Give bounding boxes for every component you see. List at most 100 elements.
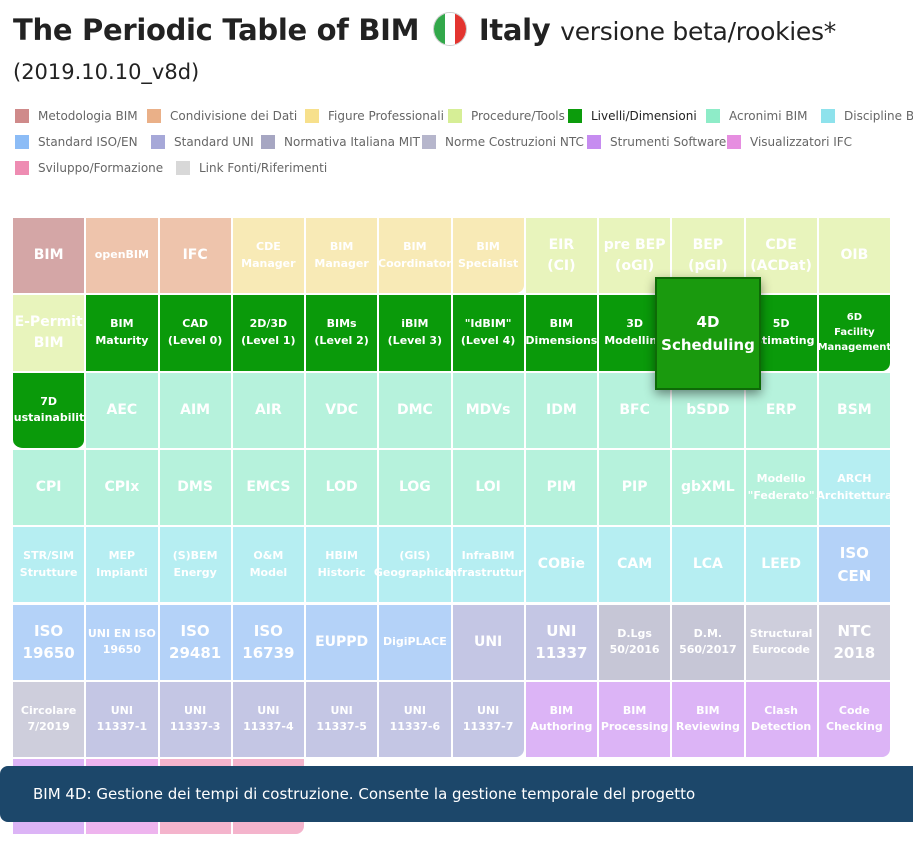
cell-label: UNI EN ISO 19650 xyxy=(87,626,156,657)
table-cell[interactable]: (S)BEM Energy xyxy=(159,527,233,605)
legend-item[interactable]: Metodologia BIM xyxy=(15,108,138,124)
table-cell[interactable]: UNI 11337-1 xyxy=(86,681,160,760)
legend-label: Sviluppo/Formazione xyxy=(38,161,164,175)
table-cell[interactable]: 2D/3D (Level 1) xyxy=(232,295,306,373)
table-cell[interactable]: (GIS) Geographical xyxy=(374,527,456,605)
table-cell[interactable]: ISO 19650 xyxy=(13,604,87,682)
table-cell[interactable]: OIB xyxy=(818,218,892,296)
table-cell[interactable]: gbXML xyxy=(672,449,746,528)
table-cell[interactable]: CDE Manager xyxy=(232,218,306,296)
table-cell[interactable]: DMC xyxy=(379,372,453,450)
table-cell[interactable]: 6D Facility Management xyxy=(817,295,892,373)
table-cell[interactable]: CPI xyxy=(13,449,87,528)
table-cell[interactable]: InfraBIM Infrastrutture xyxy=(445,527,531,605)
table-cell[interactable]: MEP Impianti xyxy=(86,527,160,605)
table-cell[interactable]: UNI EN ISO 19650 xyxy=(86,604,160,682)
table-cell[interactable]: IFC xyxy=(159,218,233,296)
table-cell[interactable]: BIM Reviewing xyxy=(672,681,746,760)
cell-label: 6D Facility Management xyxy=(817,312,892,354)
table-cell[interactable]: ISO 16739 xyxy=(232,604,306,682)
legend-item[interactable]: Figure Professionali xyxy=(305,108,444,124)
table-cell[interactable]: COBie xyxy=(525,527,599,605)
table-cell[interactable]: UNI 11337 xyxy=(525,604,599,682)
table-cell[interactable]: BIMs (Level 2) xyxy=(306,295,380,373)
legend-item[interactable]: Livelli/Dimensioni xyxy=(568,108,697,124)
table-cell[interactable]: CAD (Level 0) xyxy=(159,295,233,373)
table-cell[interactable]: UNI 11337-7 xyxy=(452,681,526,760)
table-cell[interactable]: BIM Processing xyxy=(599,681,673,760)
table-cell[interactable]: "IdBIM" (Level 4) xyxy=(452,295,526,373)
table-cell[interactable]: LOG xyxy=(379,449,453,528)
legend-item[interactable]: Discipline BIM xyxy=(821,108,913,124)
table-cell[interactable]: O&M Model xyxy=(232,527,306,605)
table-cell[interactable]: MDVs xyxy=(452,372,526,450)
legend-swatch xyxy=(706,109,720,123)
table-cell[interactable]: LOD xyxy=(306,449,380,528)
table-cell[interactable]: EIR (CI) xyxy=(525,218,599,296)
table-cell[interactable]: BIM Authoring xyxy=(525,681,599,760)
table-cell[interactable]: UNI 11337-6 xyxy=(379,681,453,760)
table-cell[interactable]: UNI 11337-5 xyxy=(306,681,380,760)
table-cell[interactable]: BSM xyxy=(818,372,892,450)
table-cell[interactable]: Code Checking xyxy=(818,681,892,760)
table-cell[interactable]: IDM xyxy=(525,372,599,450)
table-cell[interactable]: BIM Dimensions xyxy=(525,295,599,373)
table-cell[interactable]: VDC xyxy=(306,372,380,450)
table-cell[interactable]: DMS xyxy=(159,449,233,528)
table-cell[interactable]: AEC xyxy=(86,372,160,450)
legend-item[interactable]: Strumenti Software xyxy=(587,134,726,150)
legend-item[interactable]: Standard ISO/EN xyxy=(15,134,138,150)
legend-item[interactable]: Normativa Italiana MIT xyxy=(261,134,420,150)
table-cell[interactable]: EUPPD xyxy=(306,604,380,682)
table-cell[interactable]: LEED xyxy=(745,527,819,605)
table-cell[interactable]: BIM Specialist xyxy=(452,218,526,296)
popup-4d-scheduling[interactable]: 4D Scheduling xyxy=(655,277,761,390)
table-cell[interactable]: STR/SIM Strutture xyxy=(13,527,87,605)
legend-item[interactable]: Visualizzatori IFC xyxy=(727,134,852,150)
legend-item[interactable]: Standard UNI xyxy=(151,134,254,150)
table-cell[interactable]: Modello "Federato" xyxy=(745,449,819,528)
table-cell[interactable]: Circolare 7/2019 xyxy=(13,681,87,760)
table-cell[interactable]: UNI xyxy=(452,604,526,682)
table-cell[interactable]: BIM Coordinator xyxy=(378,218,453,296)
table-cell[interactable]: E-Permit BIM xyxy=(13,295,87,373)
table-cell[interactable]: LOI xyxy=(452,449,526,528)
table-cell[interactable]: Structural Eurocode xyxy=(745,604,819,682)
table-cell[interactable]: NTC 2018 xyxy=(818,604,892,682)
table-cell[interactable]: AIM xyxy=(159,372,233,450)
table-cell[interactable]: AIR xyxy=(232,372,306,450)
legend-swatch xyxy=(821,109,835,123)
table-cell[interactable]: D.Lgs 50/2016 xyxy=(599,604,673,682)
table-cell[interactable]: DigiPLACE xyxy=(379,604,453,682)
table-cell[interactable]: 7D Sustainability xyxy=(6,372,91,450)
cell-label: DMS xyxy=(177,479,213,496)
table-cell[interactable]: ISO CEN xyxy=(818,527,892,605)
table-cell[interactable]: Clash Detection xyxy=(745,681,819,760)
table-cell[interactable]: D.M. 560/2017 xyxy=(672,604,746,682)
table-cell[interactable]: ISO 29481 xyxy=(159,604,233,682)
cell-label: UNI 11337 xyxy=(535,621,588,663)
table-cell[interactable]: BIM Manager xyxy=(306,218,380,296)
legend-item[interactable]: Norme Costruzioni NTC xyxy=(422,134,584,150)
cell-label: LOD xyxy=(325,479,358,496)
legend-item[interactable]: Sviluppo/Formazione xyxy=(15,160,163,176)
legend-item[interactable]: Condivisione dei Dati xyxy=(147,108,297,124)
table-cell[interactable]: CAM xyxy=(599,527,673,605)
table-cell[interactable]: ARCH Architettura xyxy=(816,449,892,528)
table-cell[interactable]: BIM Maturity xyxy=(86,295,160,373)
table-cell[interactable]: iBIM (Level 3) xyxy=(379,295,453,373)
cell-label: AIR xyxy=(254,401,282,418)
table-cell[interactable]: BIM xyxy=(13,218,87,296)
table-cell[interactable]: UNI 11337-3 xyxy=(159,681,233,760)
table-cell[interactable]: LCA xyxy=(672,527,746,605)
table-cell[interactable]: openBIM xyxy=(86,218,160,296)
table-cell[interactable]: UNI 11337-4 xyxy=(232,681,306,760)
table-cell[interactable]: CPIx xyxy=(86,449,160,528)
table-cell[interactable]: HBIM Historic xyxy=(306,527,380,605)
legend-item[interactable]: Procedure/Tools xyxy=(448,108,565,124)
legend-item[interactable]: Acronimi BIM xyxy=(706,108,808,124)
table-cell[interactable]: PIP xyxy=(599,449,673,528)
table-cell[interactable]: EMCS xyxy=(232,449,306,528)
legend-item[interactable]: Link Fonti/Riferimenti xyxy=(176,160,327,176)
table-cell[interactable]: PIM xyxy=(525,449,599,528)
